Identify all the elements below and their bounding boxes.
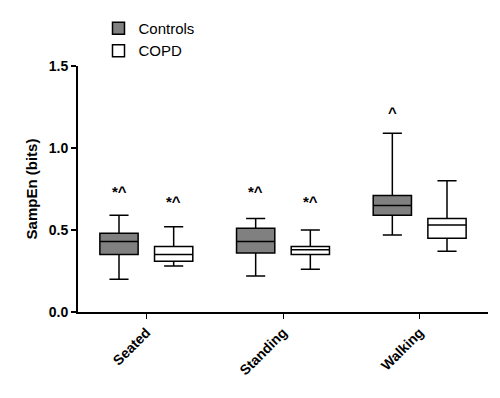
svg-text:0.0: 0.0 <box>49 304 69 320</box>
svg-text:COPD: COPD <box>139 42 183 59</box>
svg-text:0.5: 0.5 <box>49 222 69 238</box>
svg-text:1.0: 1.0 <box>49 140 69 156</box>
svg-text:Standing: Standing <box>236 325 290 379</box>
svg-text:Walking: Walking <box>378 325 427 374</box>
svg-text:*^: *^ <box>166 193 181 210</box>
svg-text:*^: *^ <box>303 193 318 210</box>
svg-text:Controls: Controls <box>139 20 195 37</box>
svg-text:Seated: Seated <box>110 325 154 369</box>
svg-text:^: ^ <box>388 104 397 121</box>
svg-text:*^: *^ <box>248 183 263 200</box>
svg-text:SampEn (bits): SampEn (bits) <box>23 139 40 240</box>
svg-text:1.5: 1.5 <box>49 58 69 74</box>
svg-text:*^: *^ <box>112 183 127 200</box>
